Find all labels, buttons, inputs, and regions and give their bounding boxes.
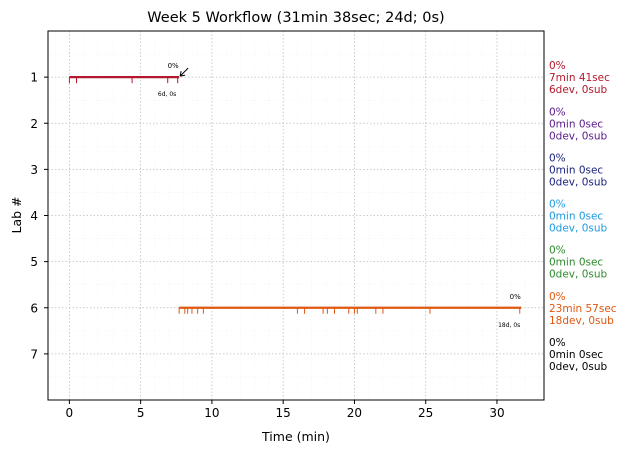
lab-3-summary-line: 0min 0sec [549, 164, 603, 176]
y-tick-label: 2 [30, 117, 38, 131]
x-tick-label: 15 [276, 406, 291, 420]
lab-5-summary-line: 0% [549, 245, 566, 257]
x-axis-label: Time (min) [261, 429, 330, 444]
lab-1-arrow-head [179, 71, 186, 77]
y-tick-label: 3 [30, 163, 38, 177]
lab-1-arrow-shaft [179, 67, 189, 77]
lab-1-inline-summary: 6d, 0s [158, 91, 176, 98]
lab-1-percent-label: 0% [168, 62, 179, 70]
chart-title: Week 5 Workflow (31min 38sec; 24d; 0s) [147, 10, 444, 26]
lab-7-summary-line: 0dev, 0sub [549, 361, 608, 373]
lab-6-summary-line: 18dev, 0sub [549, 315, 614, 327]
y-tick-label: 6 [30, 301, 38, 315]
lab-1-summary-line: 6dev, 0sub [549, 84, 608, 96]
lab-1-summary-line: 0% [549, 60, 566, 72]
y-tick-label: 5 [30, 255, 38, 269]
x-tick-label: 0 [66, 406, 74, 420]
lab-6-summary-line: 0% [549, 291, 566, 303]
x-tick-label: 5 [137, 406, 145, 420]
lab-5-summary-line: 0dev, 0sub [549, 269, 608, 281]
y-tick-label: 1 [30, 71, 38, 85]
lab-7-summary-line: 0% [549, 337, 566, 349]
lab-3-summary-line: 0% [549, 152, 566, 164]
x-tick-label: 10 [204, 406, 219, 420]
lab-3-summary-line: 0dev, 0sub [549, 176, 608, 188]
y-tick-label: 7 [30, 347, 38, 361]
x-tick-label: 25 [418, 406, 433, 420]
lab-6-summary-line: 23min 57sec [549, 303, 617, 315]
y-tick-label: 4 [30, 209, 38, 223]
lab-7-summary-line: 0min 0sec [549, 349, 603, 361]
x-tick-label: 30 [489, 406, 504, 420]
x-tick-label: 20 [347, 406, 362, 420]
lab-1-summary-line: 7min 41sec [549, 72, 610, 84]
lab-4-summary-line: 0% [549, 199, 566, 211]
lab-2-summary-line: 0min 0sec [549, 118, 603, 130]
y-axis-label: Lab # [9, 196, 24, 233]
lab-6-percent-label: 0% [510, 293, 521, 301]
lab-6-inline-summary: 18d, 0s [498, 322, 520, 329]
lab-2-summary-line: 0% [549, 106, 566, 118]
lab-4-summary-line: 0min 0sec [549, 211, 603, 223]
lab-4-summary-line: 0dev, 0sub [549, 223, 608, 235]
lab-5-summary-line: 0min 0sec [549, 257, 603, 269]
lab-2-summary-line: 0dev, 0sub [549, 130, 608, 142]
